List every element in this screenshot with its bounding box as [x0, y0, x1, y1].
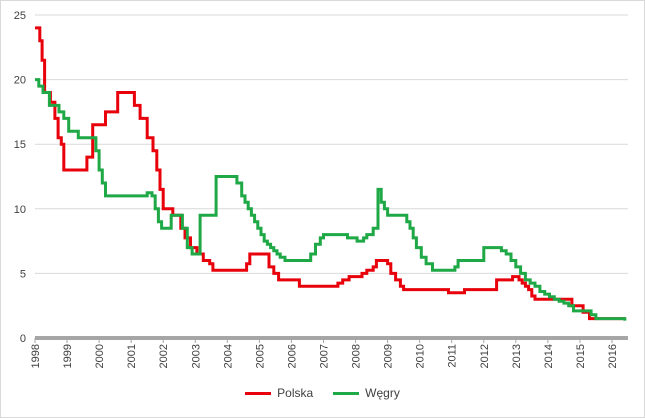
x-tick-label: 2001 — [126, 344, 138, 368]
y-tick-label: 10 — [14, 204, 26, 216]
series-line-polska — [35, 26, 625, 321]
x-tick-label: 1998 — [30, 344, 42, 368]
legend-item: Polska — [245, 386, 313, 400]
line-chart: 0 5 10 15 20 25 1998 1999 2000 2001 2002 2003 2004 2… — [14, 10, 628, 368]
x-tick-label: 2016 — [607, 344, 619, 368]
x-axis-line — [35, 336, 628, 340]
y-tick-label: 0 — [20, 333, 26, 345]
y-tick-label: 5 — [20, 268, 26, 280]
legend-label: Węgry — [365, 386, 400, 400]
x-tick-label: 2004 — [222, 344, 234, 368]
series-line-wegry — [35, 78, 627, 321]
x-tick-label: 2011 — [447, 344, 459, 368]
y-tick-label: 15 — [14, 139, 26, 151]
x-tick-label: 2000 — [94, 344, 106, 368]
legend: Polska Węgry — [0, 383, 645, 403]
x-axis: 1998 1999 2000 2001 2002 2003 2004 2005 2006 2007… — [30, 336, 628, 368]
x-tick-label: 2010 — [415, 344, 427, 368]
legend-swatch — [245, 391, 272, 395]
x-tick-label: 2008 — [351, 344, 363, 368]
grid-lines — [35, 14, 628, 274]
x-tick-label: 2015 — [575, 344, 587, 368]
x-tick-label: 2014 — [543, 344, 555, 368]
x-tick-label: 2012 — [479, 344, 491, 368]
y-tick-label: 20 — [14, 75, 26, 87]
x-tick-label: 2002 — [158, 344, 170, 368]
legend-swatch — [333, 391, 360, 395]
y-tick-label: 25 — [14, 10, 26, 22]
legend-label: Polska — [277, 386, 314, 400]
x-tick-label: 2005 — [254, 344, 266, 368]
x-tick-label: 2009 — [383, 344, 395, 368]
y-axis: 0 5 10 15 20 25 — [14, 10, 26, 345]
series-lines — [35, 26, 627, 321]
x-tick-label: 1999 — [62, 344, 74, 368]
legend-item: Węgry — [333, 386, 400, 400]
x-tick-label: 2006 — [286, 344, 298, 368]
x-tick-label: 2013 — [511, 344, 523, 368]
x-tick-label: 2003 — [190, 344, 202, 368]
x-tick-label: 2007 — [318, 344, 330, 368]
